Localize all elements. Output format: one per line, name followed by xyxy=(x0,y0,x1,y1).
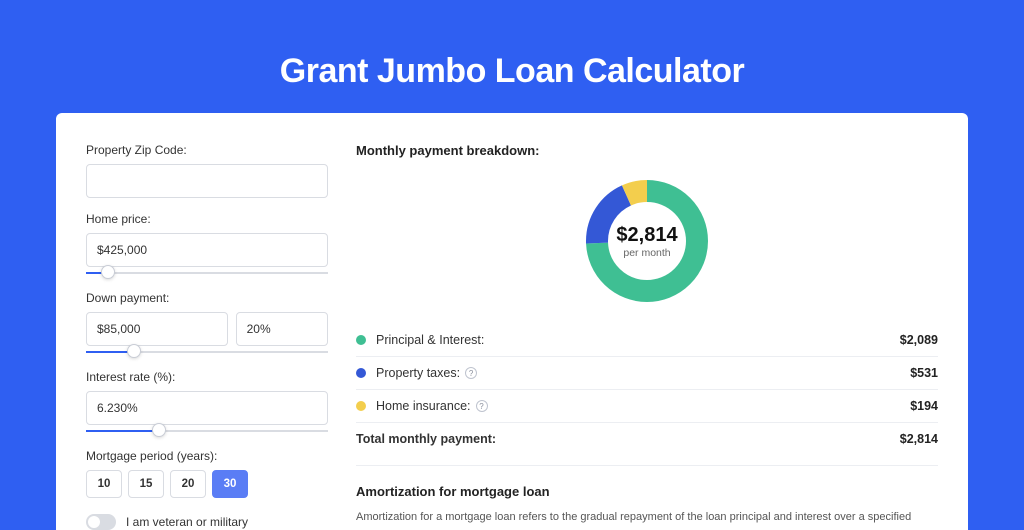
down-payment-percent-input[interactable] xyxy=(236,312,328,346)
interest-label: Interest rate (%): xyxy=(86,370,328,384)
down-payment-field: Down payment: xyxy=(86,291,328,356)
help-icon[interactable]: ? xyxy=(465,367,477,379)
legend-row: Property taxes:?$531 xyxy=(356,357,938,390)
home-price-label: Home price: xyxy=(86,212,328,226)
legend-label: Principal & Interest: xyxy=(376,333,900,347)
slider-thumb[interactable] xyxy=(152,423,166,437)
breakdown-panel: Monthly payment breakdown: $2,814 per mo… xyxy=(356,143,938,530)
period-button-30[interactable]: 30 xyxy=(212,470,248,498)
legend-dot xyxy=(356,401,366,411)
legend-dot xyxy=(356,368,366,378)
home-price-field: Home price: xyxy=(86,212,328,277)
legend-dot xyxy=(356,335,366,345)
interest-input[interactable] xyxy=(86,391,328,425)
total-row: Total monthly payment: $2,814 xyxy=(356,423,938,455)
period-button-10[interactable]: 10 xyxy=(86,470,122,498)
donut-amount: $2,814 xyxy=(616,224,677,247)
zip-label: Property Zip Code: xyxy=(86,143,328,157)
period-button-15[interactable]: 15 xyxy=(128,470,164,498)
legend: Principal & Interest:$2,089Property taxe… xyxy=(356,324,938,423)
legend-row: Principal & Interest:$2,089 xyxy=(356,324,938,357)
slider-thumb[interactable] xyxy=(127,344,141,358)
down-payment-slider[interactable] xyxy=(86,348,328,356)
veteran-row: I am veteran or military xyxy=(86,514,328,530)
legend-label: Property taxes:? xyxy=(376,366,910,380)
calculator-card: Property Zip Code: Home price: Down paym… xyxy=(56,113,968,530)
amortization-text: Amortization for a mortgage loan refers … xyxy=(356,509,938,526)
legend-label: Home insurance:? xyxy=(376,399,910,413)
veteran-label: I am veteran or military xyxy=(126,515,248,529)
amortization-title: Amortization for mortgage loan xyxy=(356,484,938,499)
amortization-section: Amortization for mortgage loan Amortizat… xyxy=(356,465,938,526)
veteran-toggle[interactable] xyxy=(86,514,116,530)
home-price-slider[interactable] xyxy=(86,269,328,277)
zip-field: Property Zip Code: xyxy=(86,143,328,198)
help-icon[interactable]: ? xyxy=(476,400,488,412)
legend-value: $2,089 xyxy=(900,333,938,347)
donut-chart: $2,814 per month xyxy=(356,168,938,324)
down-payment-label: Down payment: xyxy=(86,291,328,305)
period-button-20[interactable]: 20 xyxy=(170,470,206,498)
inputs-panel: Property Zip Code: Home price: Down paym… xyxy=(86,143,328,530)
legend-value: $194 xyxy=(910,399,938,413)
total-label: Total monthly payment: xyxy=(356,432,900,446)
home-price-input[interactable] xyxy=(86,233,328,267)
interest-slider[interactable] xyxy=(86,427,328,435)
page-title: Grant Jumbo Loan Calculator xyxy=(56,52,968,91)
legend-value: $531 xyxy=(910,366,938,380)
donut-sub: per month xyxy=(623,247,670,259)
period-buttons: 10152030 xyxy=(86,470,328,498)
period-label: Mortgage period (years): xyxy=(86,449,328,463)
total-value: $2,814 xyxy=(900,432,938,446)
down-payment-amount-input[interactable] xyxy=(86,312,228,346)
period-field: Mortgage period (years): 10152030 xyxy=(86,449,328,498)
breakdown-title: Monthly payment breakdown: xyxy=(356,143,938,158)
interest-field: Interest rate (%): xyxy=(86,370,328,435)
slider-thumb[interactable] xyxy=(101,265,115,279)
legend-row: Home insurance:?$194 xyxy=(356,390,938,423)
zip-input[interactable] xyxy=(86,164,328,198)
